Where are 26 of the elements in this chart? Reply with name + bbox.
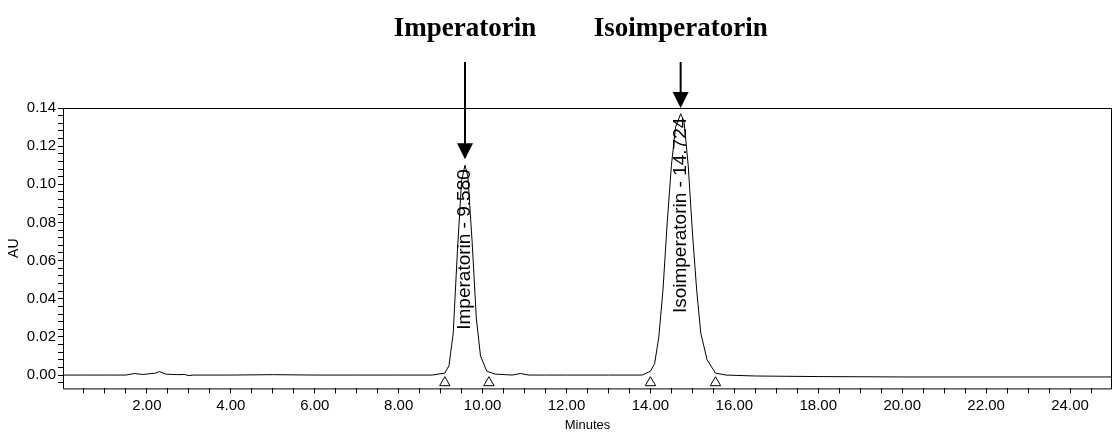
x-tick-label: 10.00 <box>463 395 502 413</box>
annotation: Isoimperatorin - 14.724 <box>668 117 690 314</box>
x-tick-label: 20.00 <box>883 395 921 413</box>
x-tick-label: 2.00 <box>132 395 162 413</box>
y-tick-label: 0.04 <box>26 288 56 306</box>
x-tick-label: 22.00 <box>967 395 1005 413</box>
text: Isoimperatorin <box>593 12 768 42</box>
text: Imperatorin <box>393 12 537 42</box>
x-tick-label: 24.00 <box>1051 395 1089 413</box>
annotation: Imperatorin - 9.580 <box>453 169 475 330</box>
y-axis-title: AU <box>5 238 22 258</box>
y-tick-label: 0.10 <box>26 174 56 192</box>
y-tick-label: 0.06 <box>26 250 56 268</box>
x-tick-label: 18.00 <box>799 395 838 413</box>
x-tick-label: 12.00 <box>547 395 586 413</box>
x-tick-label: 14.00 <box>631 395 670 413</box>
y-tick-label: 0.02 <box>26 327 56 345</box>
x-axis-title: Minutes <box>564 416 611 432</box>
x-tick-label: 4.00 <box>216 395 246 413</box>
x-tick-label: 16.00 <box>715 395 754 413</box>
x-tick-label: 6.00 <box>300 395 330 413</box>
y-tick-label: 0.12 <box>26 136 56 154</box>
x-tick-label: 8.00 <box>384 395 414 413</box>
y-tick-label: 0.14 <box>26 98 56 116</box>
y-tick-label: 0.00 <box>26 365 56 383</box>
y-tick-label: 0.08 <box>26 212 56 230</box>
